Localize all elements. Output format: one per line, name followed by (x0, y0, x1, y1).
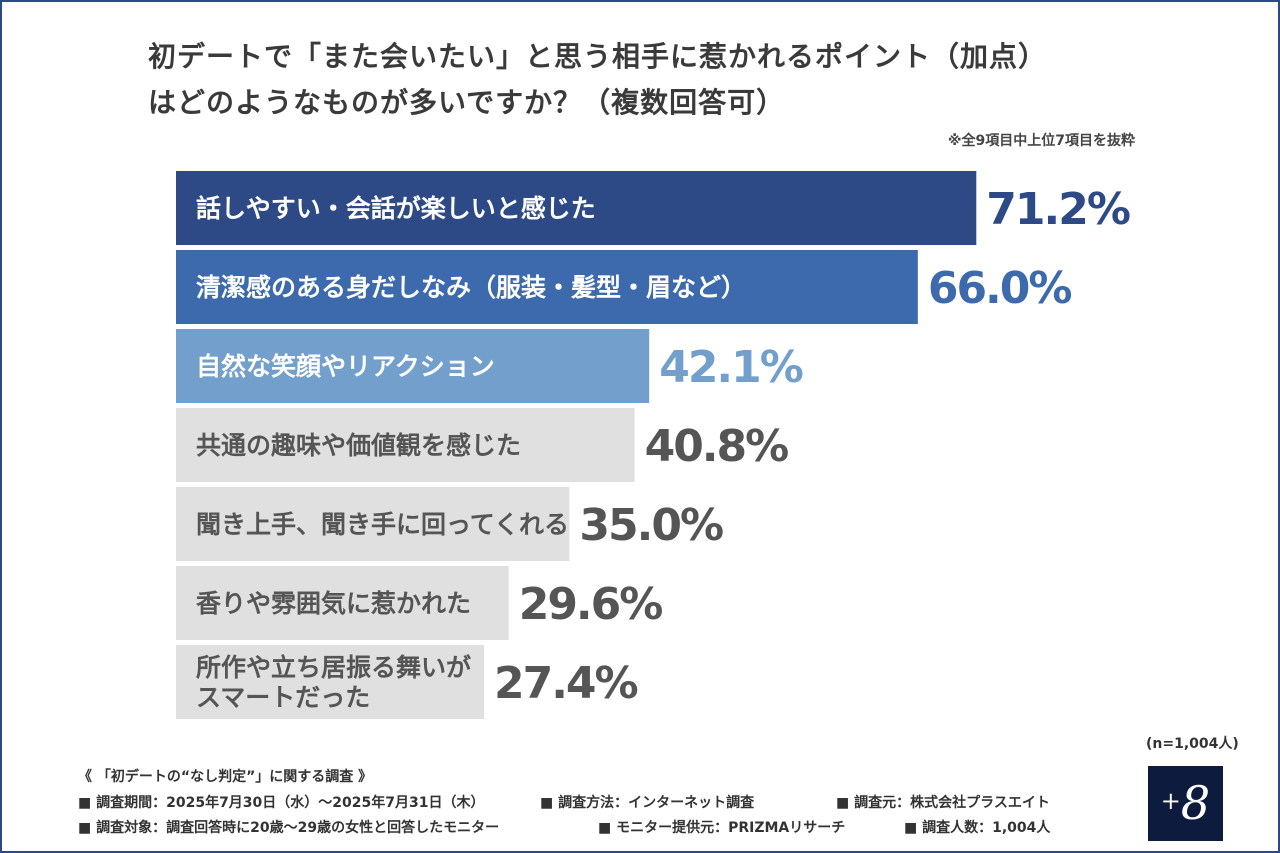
value-label-7: 27.4% (494, 658, 638, 709)
bar-label-7: 所作や立ち居振る舞いがスマートだった (196, 653, 471, 712)
survey-method: ■ 調査方法：インターネット調査 (540, 795, 755, 811)
bar-label-6: 香りや雰囲気に惹かれた (196, 589, 471, 618)
survey-period: ■ 調査期間：2025年7月30日（水）〜2025年7月31日（木） (78, 795, 485, 811)
value-label-3: 42.1% (659, 342, 803, 393)
bar-3 (176, 329, 650, 403)
value-label-4: 40.8% (645, 421, 789, 472)
bar-7 (176, 645, 484, 719)
logo-plus: + (1160, 787, 1181, 815)
sample-size-label: (n=1,004人) (1146, 736, 1239, 752)
footer-row-2: ■ 調査対象：調査回答時に20歳〜29歳の女性と回答したモニター ■ モニター提… (78, 817, 1118, 842)
respondent-count: ■ 調査人数：1,004人 (904, 820, 1051, 836)
bar-2 (176, 250, 918, 324)
chart-title-line-2: はどのようなものが多いですか？（複数回答可） (148, 86, 786, 119)
logo-eight: 8 (1180, 776, 1211, 830)
bar-6 (176, 566, 509, 640)
survey-target: ■ 調査対象：調査回答時に20歳〜29歳の女性と回答したモニター (78, 820, 500, 836)
bar-label-1: 話しやすい・会話が楽しいと感じた (196, 194, 596, 223)
monitor-provider: ■ モニター提供元：PRIZMAリサーチ (598, 820, 846, 836)
bar-label-5: 聞き上手、聞き手に回ってくれる (196, 510, 569, 539)
survey-name: 《 「初デートの“なし判定”」に関する調査 》 (78, 769, 373, 785)
bar-1 (176, 171, 977, 245)
value-label-6: 29.6% (519, 579, 663, 630)
plus-eight-logo: +8 (1148, 766, 1223, 841)
chart-title: 初デートで「また会いたい」と思う相手に惹かれるポイント（加点） はどのようなもの… (148, 34, 1047, 126)
bar-label-4: 共通の趣味や価値観を感じた (196, 431, 521, 460)
bar-label-2: 清潔感のある身だしなみ（服装・髪型・眉など） (196, 273, 746, 302)
footer-row-1: ■ 調査期間：2025年7月30日（水）〜2025年7月31日（木） ■ 調査方… (78, 792, 1118, 817)
value-label-1: 71.2% (986, 184, 1130, 235)
chart-title-line-1: 初デートで「また会いたい」と思う相手に惹かれるポイント（加点） (148, 40, 1048, 73)
value-label-5: 35.0% (579, 500, 723, 551)
chart-note: ※全9項目中上位7項目を抜粋 (947, 133, 1135, 149)
value-label-2: 66.0% (928, 263, 1072, 314)
survey-footer: 《 「初デートの“なし判定”」に関する調査 》 ■ 調査期間：2025年7月30… (78, 766, 1118, 842)
bar-label-3: 自然な笑顔やリアクション (196, 352, 495, 381)
bar-5 (176, 487, 570, 561)
survey-conductor: ■ 調査元：株式会社プラスエイト (836, 795, 1050, 811)
bar-4 (176, 408, 635, 482)
